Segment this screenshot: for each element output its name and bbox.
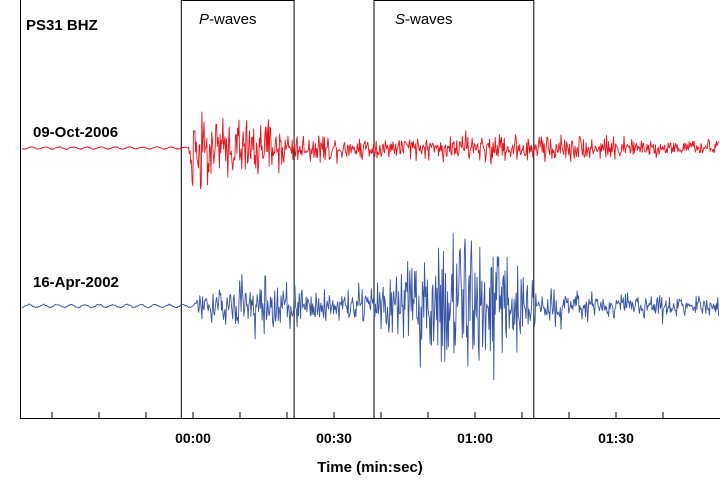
s-window-label: S-waves [395, 11, 453, 28]
x-tick-label: 01:00 [457, 430, 493, 446]
x-axis-title: Time (min:sec) [317, 459, 423, 476]
phase-windows [180, 0, 535, 419]
p-window-label: P-waves [199, 11, 257, 28]
x-axis-ticks: 00:00 00:30 01:00 01:30 [51, 412, 664, 446]
waveform-traces [21, 111, 719, 381]
x-tick-label: 00:30 [316, 430, 352, 446]
waveform-09-oct-2006 [21, 111, 719, 190]
series-label-2002: 16-Apr-2002 [33, 274, 119, 291]
x-tick-label: 01:30 [598, 430, 634, 446]
s-wave-window-box [373, 0, 535, 419]
station-label: PS31 BHZ [26, 17, 98, 34]
x-tick-label: 00:00 [175, 430, 211, 446]
p-wave-window-box [180, 0, 295, 419]
series-label-2006: 09-Oct-2006 [33, 124, 118, 141]
waveform-16-apr-2002 [21, 233, 719, 381]
